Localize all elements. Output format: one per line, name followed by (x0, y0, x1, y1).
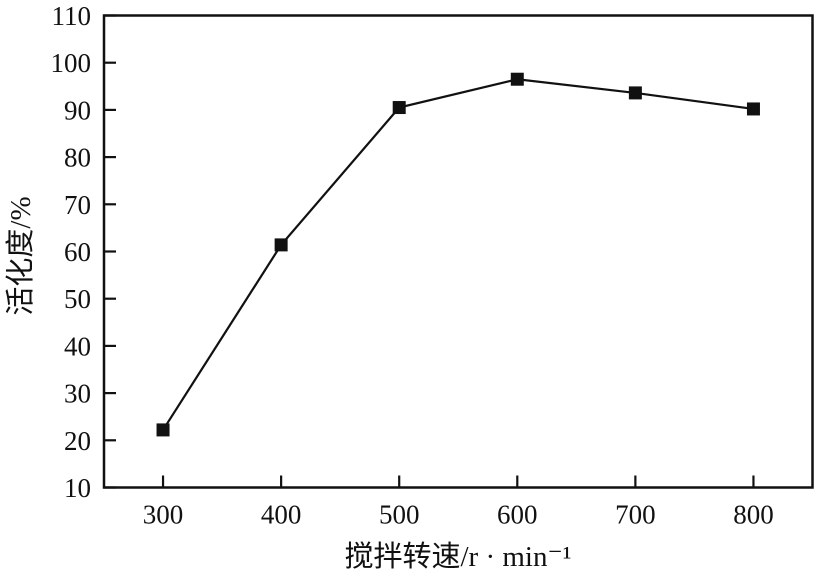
plot-border (102, 14, 814, 489)
y-tick-label: 80 (64, 143, 91, 173)
y-tick-label: 50 (64, 284, 91, 314)
data-point-marker (628, 86, 642, 100)
data-point-marker (156, 423, 170, 437)
x-tick-label: 800 (733, 500, 774, 530)
y-tick-label: 10 (64, 473, 91, 503)
data-point-marker (274, 238, 288, 252)
data-point-marker (746, 102, 760, 116)
x-axis-title: 搅拌转速/r · min⁻¹ (345, 540, 572, 573)
data-point-marker (392, 101, 406, 115)
x-tick-label: 500 (379, 500, 420, 530)
x-tick-label: 300 (143, 500, 184, 530)
y-tick-label: 40 (64, 331, 91, 361)
data-line (162, 78, 754, 431)
x-tick-label: 400 (261, 500, 302, 530)
y-axis-title: 活化度/% (4, 196, 37, 315)
plot-area: 10 20 30 40 50 60 70 80 90 100 110 300 400 500 600 700 8… (51, 1, 814, 530)
data-point-marker (510, 72, 524, 86)
y-tick-label: 100 (51, 48, 92, 78)
y-tick-label: 90 (64, 95, 91, 125)
y-tick-label: 20 (64, 426, 91, 456)
x-tick-label: 600 (497, 500, 538, 530)
y-tick-label: 70 (64, 190, 91, 220)
y-tick-label: 60 (64, 237, 91, 267)
y-tick-label: 110 (52, 1, 92, 31)
y-tick-label: 30 (64, 379, 91, 409)
x-tick-label: 700 (615, 500, 656, 530)
